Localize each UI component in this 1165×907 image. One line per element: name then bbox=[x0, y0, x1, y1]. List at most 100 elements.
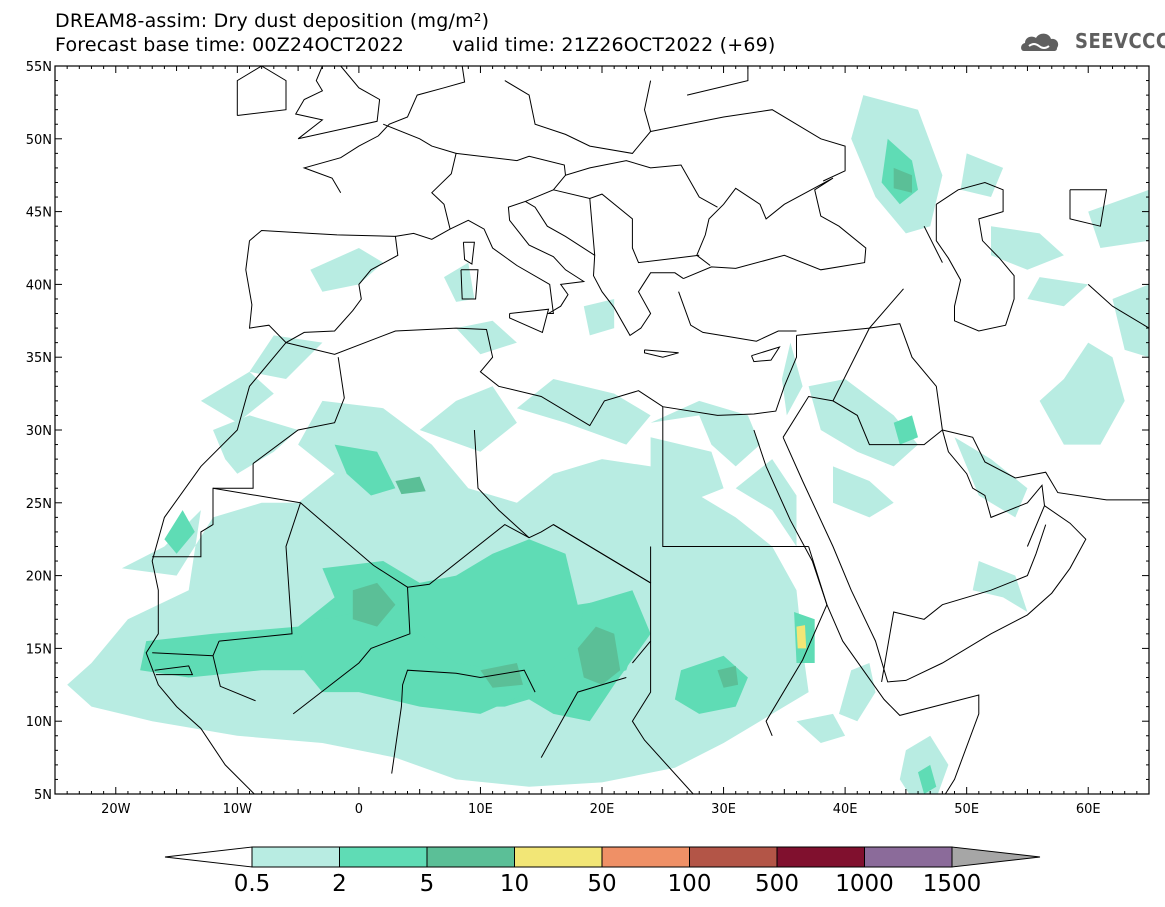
geo-line bbox=[782, 429, 1087, 683]
geo-line bbox=[923, 225, 943, 263]
dust-area-level-0 bbox=[796, 713, 846, 743]
geo-line bbox=[1026, 505, 1045, 547]
dust-area-level-0 bbox=[954, 437, 1028, 518]
geo-line bbox=[383, 123, 457, 230]
geo-line bbox=[796, 288, 904, 336]
geo-line bbox=[456, 152, 718, 208]
lon-label: 0 bbox=[355, 802, 363, 817]
dust-area-level-0 bbox=[781, 342, 803, 416]
lon-label: 60E bbox=[1076, 802, 1101, 817]
geo-line bbox=[462, 241, 475, 265]
colorbar-over-arrow bbox=[951, 846, 1041, 868]
geo-line bbox=[589, 198, 596, 256]
colorbar-swatch bbox=[251, 846, 340, 868]
dust-area-level-2 bbox=[717, 665, 739, 688]
cloud-logo-icon bbox=[1021, 33, 1059, 51]
dust-area-level-2 bbox=[893, 167, 912, 193]
geo-line bbox=[1087, 284, 1149, 329]
geo-line bbox=[525, 174, 566, 202]
geo-line bbox=[145, 342, 287, 794]
dust-area-level-0 bbox=[516, 379, 651, 445]
base-time: Forecast base time: 00Z24OCT2022 bbox=[55, 34, 405, 56]
dust-area-level-0 bbox=[444, 262, 475, 302]
dust-area-level-0 bbox=[899, 735, 949, 794]
colorbar-swatch bbox=[339, 846, 428, 868]
colorbar-label: 1500 bbox=[923, 871, 982, 897]
dust-area-level-0 bbox=[213, 415, 299, 474]
geo-line bbox=[504, 80, 652, 154]
map-subtitle: Forecast base time: 00Z24OCT2022 valid ti… bbox=[55, 34, 776, 56]
lat-label: 45N bbox=[26, 206, 52, 221]
geo-line bbox=[650, 109, 846, 182]
lat-label: 5N bbox=[34, 788, 52, 803]
lon-label: 20E bbox=[590, 802, 615, 817]
dust-area-level-3 bbox=[796, 625, 807, 649]
colorbar-label: 1000 bbox=[835, 871, 894, 897]
geo-line bbox=[553, 524, 651, 584]
colorbar-swatch bbox=[689, 846, 778, 868]
colorbar-swatch bbox=[776, 846, 865, 868]
lat-label: 30N bbox=[26, 424, 52, 439]
lat-label: 40N bbox=[26, 278, 52, 293]
geo-line bbox=[302, 66, 466, 193]
geo-line bbox=[942, 429, 1149, 501]
coastlines-and-borders bbox=[145, 66, 1149, 794]
geo-line bbox=[294, 66, 381, 140]
map-title: DREAM8-assim: Dry dust deposition (mg/m²… bbox=[55, 10, 490, 32]
dust-area-level-0 bbox=[735, 459, 797, 547]
dust-area-level-2 bbox=[577, 626, 621, 685]
logo-text: SEEVCCC bbox=[1075, 29, 1165, 53]
colorbar-swatch bbox=[426, 846, 515, 868]
geo-line bbox=[473, 429, 530, 539]
lat-label: 15N bbox=[26, 642, 52, 657]
geo-line bbox=[391, 669, 536, 774]
geo-line bbox=[252, 357, 345, 464]
dust-area-level-0 bbox=[419, 386, 517, 452]
dust-area-level-0 bbox=[1039, 342, 1125, 445]
dust-deposition-field bbox=[67, 95, 1149, 794]
dust-area-level-0 bbox=[991, 226, 1064, 270]
dust-area-level-0 bbox=[249, 335, 323, 379]
geo-line bbox=[662, 406, 809, 547]
dust-area-level-0 bbox=[1088, 189, 1149, 248]
lat-label: 35N bbox=[26, 351, 52, 366]
lat-label: 20N bbox=[26, 570, 52, 585]
geo-line bbox=[765, 546, 828, 736]
dust-area-level-0 bbox=[1112, 284, 1149, 358]
lon-label: 10E bbox=[468, 802, 493, 817]
colorbar-label: 5 bbox=[420, 871, 435, 897]
geo-line bbox=[686, 66, 749, 96]
lon-label: 30E bbox=[711, 802, 736, 817]
longitude-labels: 20W 10W 0 10E 20E 30E 40E 50E 60E bbox=[101, 802, 1101, 817]
dust-area-level-1 bbox=[298, 612, 530, 714]
geo-line bbox=[553, 189, 700, 264]
geo-line bbox=[683, 177, 867, 280]
dust-area-level-2 bbox=[352, 582, 396, 627]
geo-line bbox=[285, 327, 797, 427]
colorbar-label: 100 bbox=[668, 871, 712, 897]
geo-line bbox=[407, 524, 652, 664]
colorbar-swatch bbox=[514, 846, 603, 868]
geo-line bbox=[751, 346, 781, 363]
dust-area-level-0 bbox=[1027, 277, 1089, 307]
dust-area-level-1 bbox=[918, 764, 937, 794]
dust-area-level-1 bbox=[334, 444, 396, 496]
dust-area-level-2 bbox=[395, 476, 426, 495]
lon-label: 50E bbox=[954, 802, 979, 817]
geo-line bbox=[782, 395, 943, 446]
dust-area-level-0 bbox=[839, 663, 876, 722]
latitude-labels: 55N 50N 45N 40N 35N 30N 25N 20N 15N 10N 5N bbox=[26, 60, 52, 803]
geo-line bbox=[753, 429, 980, 794]
colorbar-label: 2 bbox=[332, 871, 347, 897]
geo-line bbox=[644, 349, 679, 358]
geo-line bbox=[292, 502, 411, 715]
dust-area-level-0 bbox=[456, 320, 517, 355]
dust-area-level-0 bbox=[650, 400, 760, 467]
geo-line bbox=[460, 269, 479, 300]
colorbar-label: 10 bbox=[500, 871, 529, 897]
lat-label: 50N bbox=[26, 133, 52, 148]
geo-line bbox=[832, 323, 943, 431]
colorbar-under-arrow bbox=[164, 846, 253, 868]
geo-line bbox=[540, 677, 627, 758]
